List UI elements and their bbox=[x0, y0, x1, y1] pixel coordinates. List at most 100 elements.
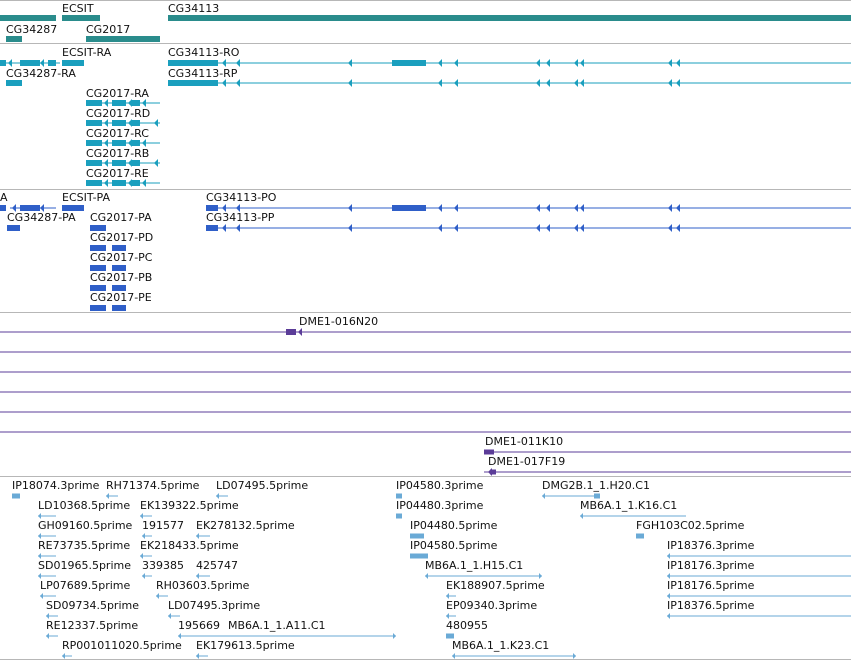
transcript-label[interactable]: CG2017-RC bbox=[86, 127, 149, 140]
transcript-label[interactable]: CG34113-RP bbox=[168, 67, 238, 80]
strand-arrow-icon bbox=[393, 633, 396, 639]
est-label[interactable]: IP04580.3prime bbox=[396, 479, 484, 492]
est-label[interactable]: RE12337.5prime bbox=[46, 619, 139, 632]
gene-label-cg34113[interactable]: CG34113 bbox=[168, 2, 220, 15]
protein-label[interactable]: CG2017-PA bbox=[90, 211, 152, 224]
exon-box bbox=[86, 160, 102, 166]
est-label[interactable]: EK218433.5prime bbox=[140, 539, 239, 552]
est-label[interactable]: IP04580.5prime bbox=[410, 539, 498, 552]
strand-arrow-icon bbox=[142, 533, 145, 539]
est-label[interactable]: RP001011020.5prime bbox=[62, 639, 182, 652]
strand-arrow-icon bbox=[46, 633, 49, 639]
est-label[interactable]: LP07689.5prime bbox=[40, 579, 131, 592]
est-label[interactable]: IP18176.3prime bbox=[667, 559, 755, 572]
strand-arrow-icon bbox=[580, 204, 584, 212]
transcript-label[interactable]: CG2017-RE bbox=[86, 167, 149, 180]
protein-label[interactable]: A bbox=[0, 191, 8, 204]
strand-arrow-icon bbox=[46, 613, 49, 619]
strand-arrow-icon bbox=[38, 513, 41, 519]
exon-box bbox=[112, 305, 126, 311]
exon-box bbox=[6, 80, 22, 86]
est-label[interactable]: 191577 bbox=[142, 519, 184, 532]
strand-arrow-icon bbox=[236, 224, 240, 232]
est-label[interactable]: EK139322.5prime bbox=[140, 499, 239, 512]
protein-label[interactable]: CG34113-PO bbox=[206, 191, 277, 204]
protein-label[interactable]: CG2017-PB bbox=[90, 271, 153, 284]
clone-label[interactable]: DME1-017F19 bbox=[488, 455, 566, 468]
exon-box bbox=[112, 160, 126, 166]
est-label[interactable]: RH03603.5prime bbox=[156, 579, 250, 592]
strand-arrow-icon bbox=[142, 179, 146, 187]
strand-arrow-icon bbox=[574, 59, 578, 67]
strand-arrow-icon bbox=[667, 553, 670, 559]
est-label[interactable]: EK179613.5prime bbox=[196, 639, 295, 652]
exon-box bbox=[446, 633, 454, 639]
est-label[interactable]: 195669 bbox=[178, 619, 220, 632]
exon-box bbox=[0, 15, 56, 21]
est-label[interactable]: EK188907.5prime bbox=[446, 579, 545, 592]
gene-label-cg2017[interactable]: CG2017 bbox=[86, 23, 131, 36]
est-label[interactable]: 425747 bbox=[196, 559, 238, 572]
strand-arrow-icon bbox=[438, 224, 442, 232]
est-label[interactable]: IP18376.3prime bbox=[667, 539, 755, 552]
est-label[interactable]: EP09340.3prime bbox=[446, 599, 538, 612]
est-label[interactable]: IP18074.3prime bbox=[12, 479, 100, 492]
est-label[interactable]: IP04480.5prime bbox=[410, 519, 498, 532]
est-label[interactable]: MB6A.1_1.K23.C1 bbox=[452, 639, 550, 652]
est-label[interactable]: LD10368.5prime bbox=[38, 499, 131, 512]
strand-arrow-icon bbox=[438, 59, 442, 67]
protein-label[interactable]: CG34287-PA bbox=[7, 211, 76, 224]
transcript-label[interactable]: CG2017-RA bbox=[86, 87, 149, 100]
exon-box bbox=[112, 245, 126, 251]
est-label[interactable]: IP18176.5prime bbox=[667, 579, 755, 592]
est-label[interactable]: SD09734.5prime bbox=[46, 599, 139, 612]
est-label[interactable]: LD07495.5prime bbox=[216, 479, 309, 492]
track-separator bbox=[0, 476, 851, 477]
protein-label[interactable]: ECSIT-PA bbox=[62, 191, 110, 204]
est-label[interactable]: MB6A.1_1.H15.C1 bbox=[425, 559, 524, 572]
protein-label[interactable]: CG2017-PD bbox=[90, 231, 154, 244]
transcript-label[interactable]: CG34287-RA bbox=[6, 67, 76, 80]
transcript-label[interactable]: CG34113-RO bbox=[168, 46, 240, 59]
strand-arrow-icon bbox=[178, 633, 181, 639]
est-label[interactable]: FGH103C02.5prime bbox=[636, 519, 745, 532]
est-label[interactable]: GH09160.5prime bbox=[38, 519, 133, 532]
est-label[interactable]: RE73735.5prime bbox=[38, 539, 131, 552]
est-label[interactable]: RH71374.5prime bbox=[106, 479, 200, 492]
est-label[interactable]: 339385 bbox=[142, 559, 184, 572]
est-label[interactable]: IP18376.5prime bbox=[667, 599, 755, 612]
gene-label-cg34287[interactable]: CG34287 bbox=[6, 23, 58, 36]
strand-arrow-icon bbox=[438, 79, 442, 87]
strand-arrow-icon bbox=[438, 204, 442, 212]
est-label[interactable]: EK278132.5prime bbox=[196, 519, 295, 532]
strand-arrow-icon bbox=[668, 79, 672, 87]
strand-arrow-icon bbox=[676, 79, 680, 87]
exon-box bbox=[132, 140, 140, 146]
clone-label[interactable]: DME1-016N20 bbox=[299, 315, 379, 328]
est-label[interactable]: IP04480.3prime bbox=[396, 499, 484, 512]
gene-label-ecsit[interactable]: ECSIT bbox=[62, 2, 94, 15]
strand-arrow-icon bbox=[38, 533, 41, 539]
strand-arrow-icon bbox=[454, 204, 458, 212]
clone-label[interactable]: DME1-011K10 bbox=[485, 435, 564, 448]
est-label[interactable]: LD07495.3prime bbox=[168, 599, 261, 612]
transcript-label[interactable]: CG2017-RD bbox=[86, 107, 151, 120]
protein-label[interactable]: CG2017-PE bbox=[90, 291, 152, 304]
est-label[interactable]: 480955 bbox=[446, 619, 488, 632]
est-label[interactable]: DMG2B.1_1.H20.C1 bbox=[542, 479, 650, 492]
transcript-label[interactable]: CG2017-RB bbox=[86, 147, 150, 160]
exon-box bbox=[112, 265, 126, 271]
exon-box bbox=[86, 140, 102, 146]
protein-label[interactable]: CG34113-PP bbox=[206, 211, 275, 224]
est-label[interactable]: MB6A.1_1.A11.C1 bbox=[228, 619, 326, 632]
exon-box bbox=[86, 100, 102, 106]
strand-arrow-icon bbox=[536, 79, 540, 87]
est-label[interactable]: SD01965.5prime bbox=[38, 559, 131, 572]
strand-arrow-icon bbox=[236, 59, 240, 67]
protein-label[interactable]: CG2017-PC bbox=[90, 251, 153, 264]
strand-arrow-icon bbox=[222, 224, 226, 232]
transcript-label[interactable]: ECSIT-RA bbox=[62, 46, 112, 59]
est-label[interactable]: MB6A.1_1.K16.C1 bbox=[580, 499, 678, 512]
